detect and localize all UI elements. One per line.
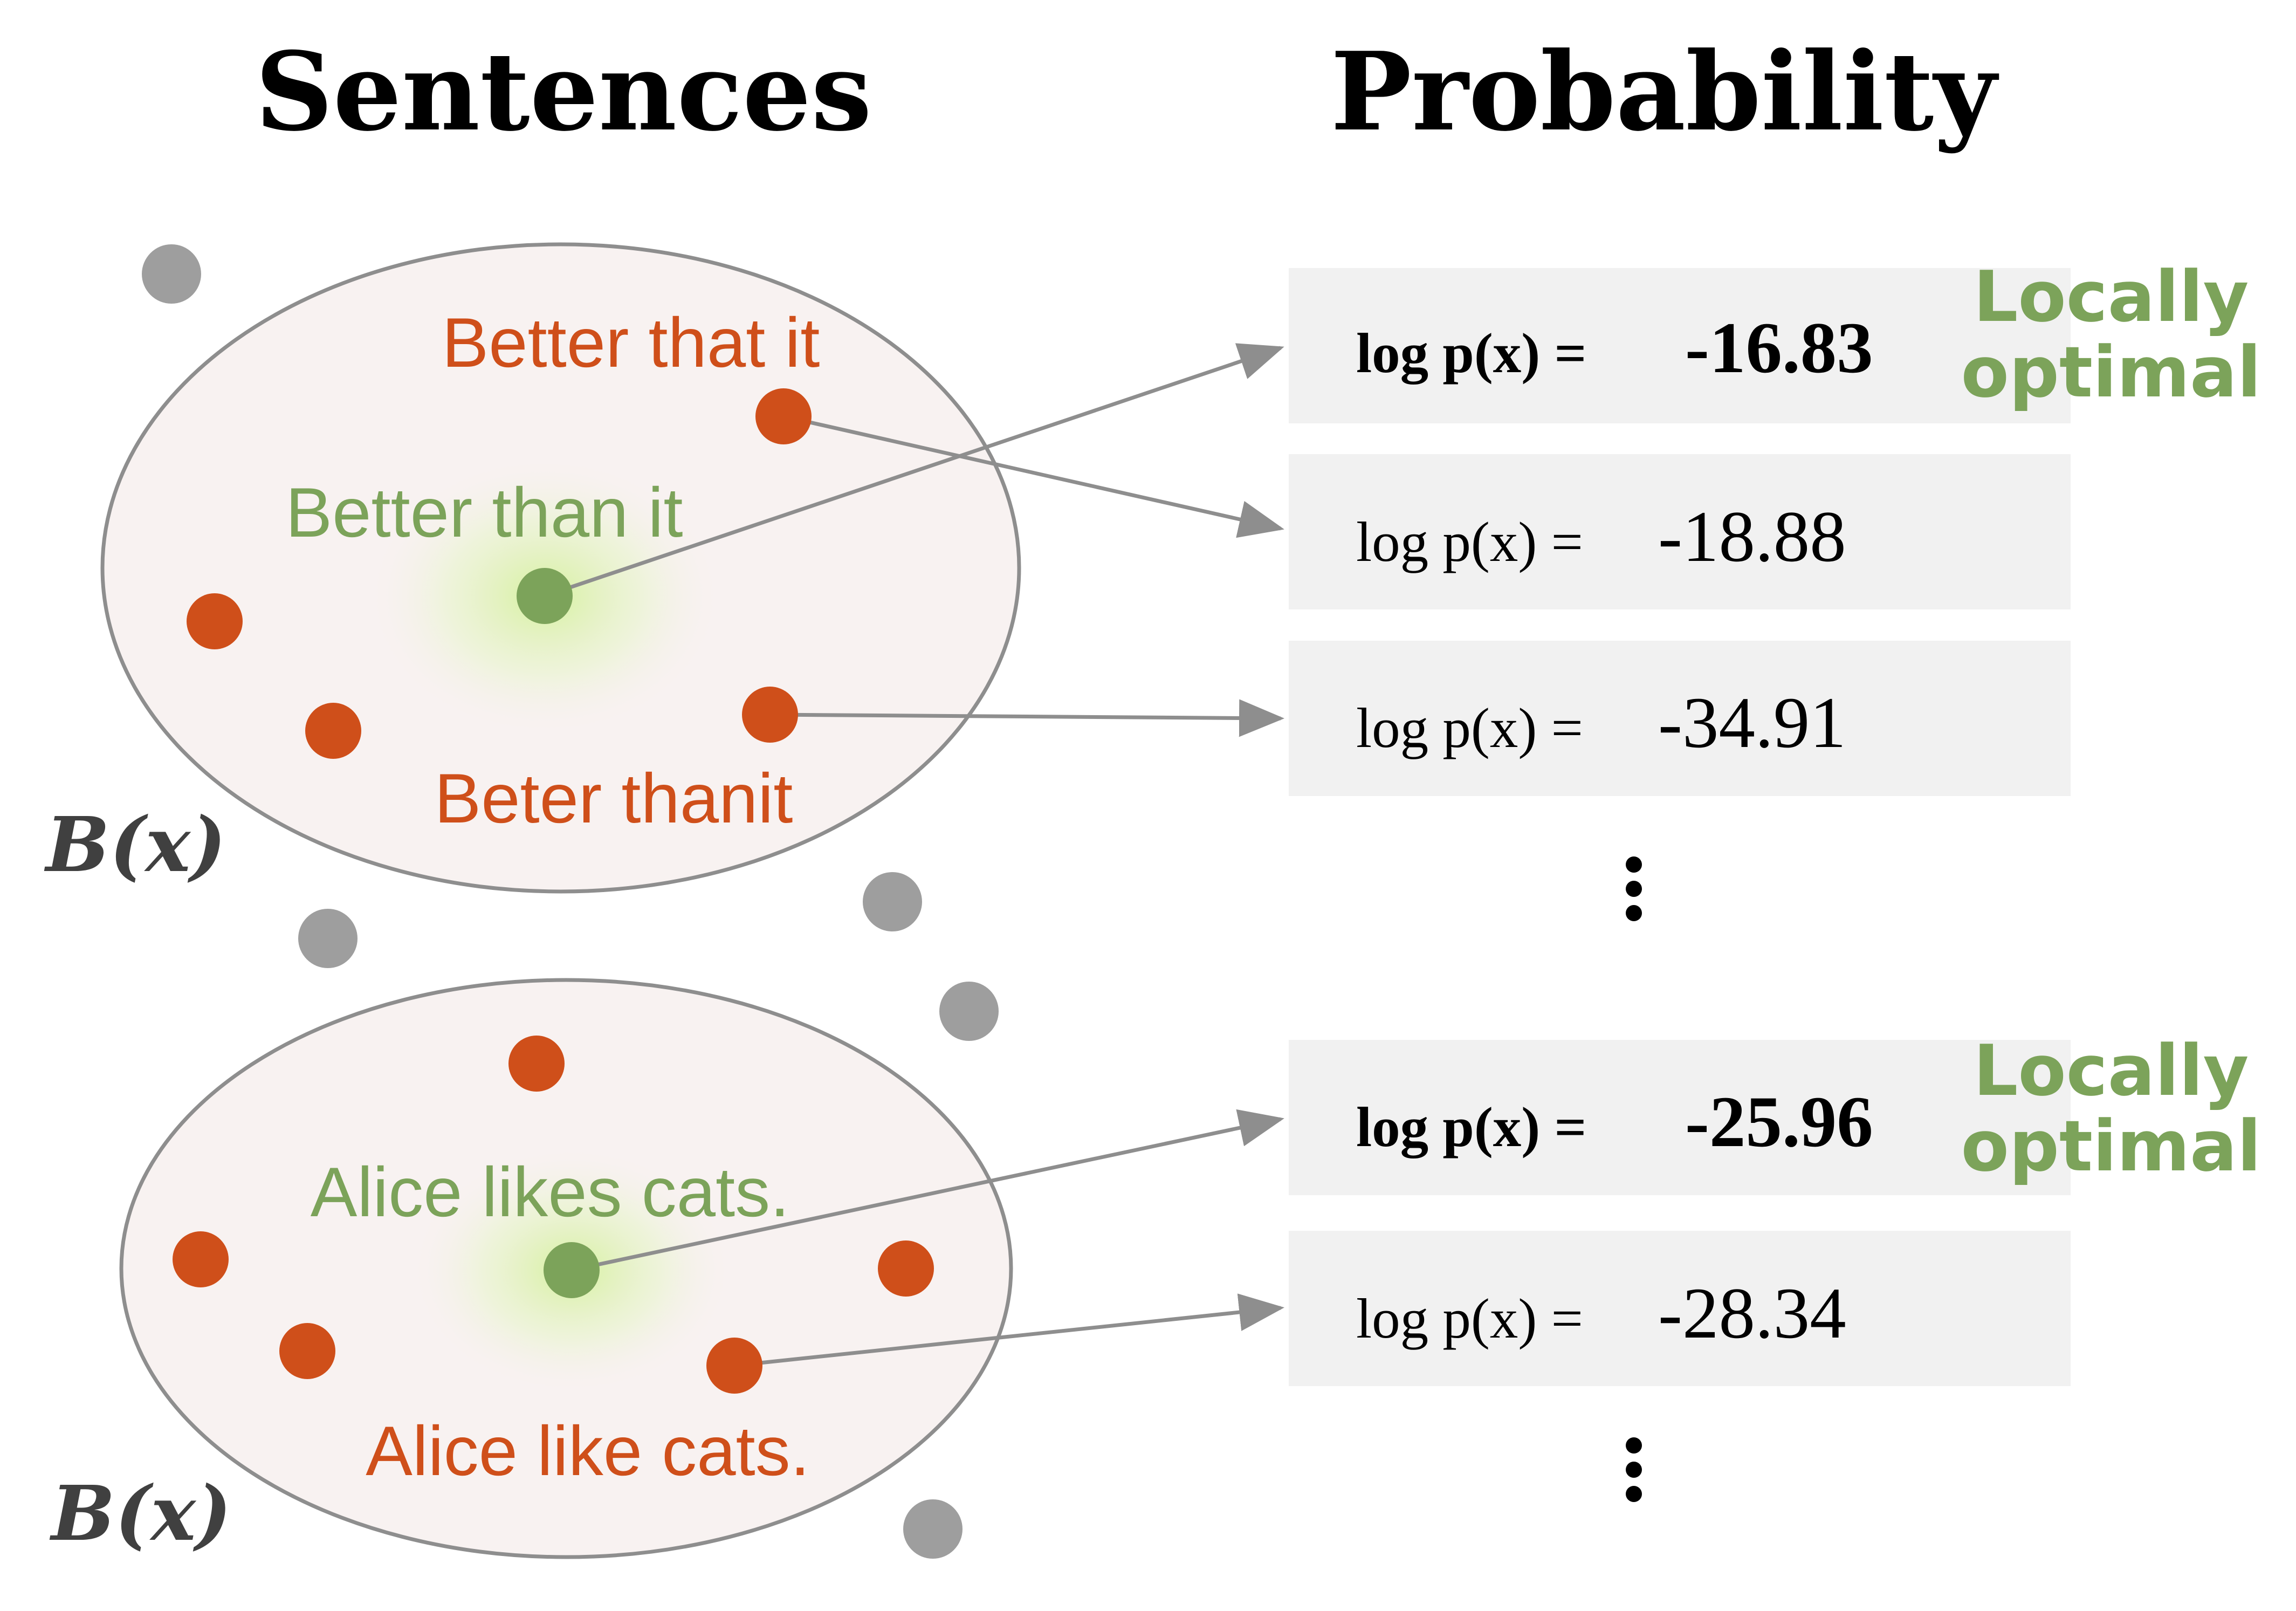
score-arrow <box>769 699 1284 737</box>
score-box-background <box>1289 454 2071 609</box>
other-sentence-point <box>939 982 999 1041</box>
score-arrow <box>571 1109 1284 1272</box>
ellipsis-dot <box>1626 1462 1642 1478</box>
ball-label: B(x) <box>44 801 226 889</box>
locally-optimal-note: Locally <box>1974 1030 2249 1112</box>
probability-heading: Probability <box>1331 29 1999 155</box>
neighborhood-group-1: Better that it Better than it Beter than… <box>44 242 1284 894</box>
neighbor-sentence-point <box>742 687 798 743</box>
locally-optimal-note: Locally <box>1974 256 2249 338</box>
neighbor-sentence-point <box>305 703 361 759</box>
optimal-sentence-point <box>517 568 573 624</box>
other-sentence-point <box>903 1499 963 1559</box>
score-arrow <box>734 1293 1284 1368</box>
ellipsis-dot <box>1626 856 1642 873</box>
locally-optimal-note: optimal <box>1961 1105 2261 1187</box>
log-prob-label: log p(x) = <box>1356 321 1586 385</box>
optimal-sentence-label: Alice likes cats. <box>311 1153 790 1231</box>
log-prob-value: -25.96 <box>1685 1082 1873 1162</box>
score-box: log p(x) = -34.91 <box>1289 641 2071 796</box>
score-box-background <box>1289 641 2071 796</box>
neighbor-sentence-label: Alice like cats. <box>366 1411 810 1490</box>
score-box-background <box>1289 268 2071 423</box>
other-sentence-point <box>298 909 358 968</box>
log-prob-value: -28.34 <box>1658 1273 1846 1354</box>
sentences-heading: Sentences <box>255 29 872 155</box>
locally-optimal-note: optimal <box>1961 331 2261 413</box>
neighborhood-group-2: Alice likes cats. Alice like cats. B(x) <box>49 978 1284 1559</box>
score-box-background <box>1289 1231 2071 1386</box>
ellipsis-dot <box>1626 905 1642 921</box>
log-prob-label: log p(x) = <box>1356 696 1583 759</box>
neighbor-sentence-point <box>706 1338 762 1394</box>
score-box: log p(x) = -18.88 <box>1289 454 2071 609</box>
log-prob-value: -18.88 <box>1658 497 1846 577</box>
score-box-background <box>1289 1040 2071 1195</box>
score-arrow <box>544 343 1284 598</box>
log-prob-label: log p(x) = <box>1356 1287 1583 1350</box>
log-prob-value: -16.83 <box>1685 308 1873 388</box>
log-prob-value: -34.91 <box>1658 683 1846 763</box>
neighbor-sentence-point <box>173 1231 229 1287</box>
ellipsis-dot <box>1626 881 1642 897</box>
neighbor-sentence-point <box>279 1323 335 1379</box>
optimal-sentence-label: Better than it <box>285 473 683 552</box>
log-prob-label: log p(x) = <box>1356 1095 1586 1158</box>
more-sentences-ellipsis <box>1626 856 1642 921</box>
ellipsis-dot <box>1626 1437 1642 1454</box>
log-prob-label: log p(x) = <box>1356 510 1583 573</box>
neighbor-sentence-point <box>187 593 243 649</box>
neighbor-sentence-point <box>878 1240 934 1297</box>
neighbor-sentence-label: Better that it <box>442 303 820 382</box>
score-box: log p(x) = -25.96 <box>1289 1040 2071 1195</box>
neighbor-sentence-point <box>508 1036 565 1092</box>
score-box: log p(x) = -28.34 <box>1289 1231 2071 1386</box>
score-box: log p(x) = -16.83 <box>1289 268 2071 423</box>
neighbor-sentence-point <box>755 388 812 444</box>
other-sentence-point <box>863 872 922 931</box>
neighbor-sentence-label: Beter thanit <box>435 759 793 838</box>
more-sentences-ellipsis <box>1626 1437 1642 1502</box>
other-sentence-point <box>142 244 201 304</box>
score-arrow <box>783 414 1284 538</box>
ball-label: B(x) <box>49 1470 231 1558</box>
optimal-sentence-point <box>544 1242 600 1298</box>
ellipsis-dot <box>1626 1486 1642 1502</box>
